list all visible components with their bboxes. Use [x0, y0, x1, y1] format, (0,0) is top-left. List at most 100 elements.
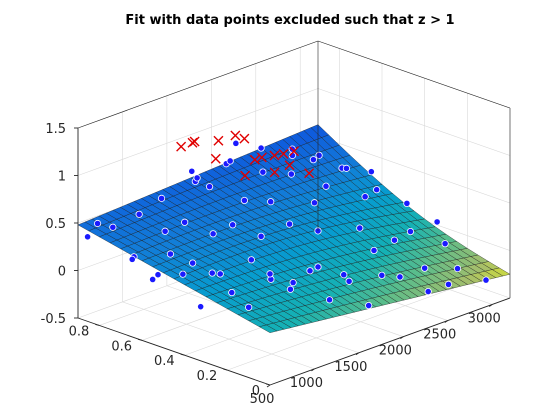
data-point	[356, 224, 364, 232]
data-point	[179, 270, 187, 278]
data-point	[166, 250, 175, 258]
data-point	[189, 259, 197, 267]
data-point	[309, 156, 317, 164]
box-edge	[317, 40, 511, 109]
excluded-point-x	[210, 153, 221, 164]
fit-surface	[77, 124, 511, 333]
data-point	[289, 279, 297, 287]
x-tick	[311, 368, 315, 372]
excluded-point-x	[269, 167, 280, 178]
excluded-point-x	[289, 146, 299, 157]
excluded-point-stroke	[176, 141, 187, 152]
data-point	[266, 270, 274, 278]
excluded-point-x	[269, 150, 280, 161]
data-point	[84, 233, 92, 241]
z-tick-label: 0	[58, 265, 66, 280]
x-tick	[488, 304, 493, 307]
data-point	[93, 219, 102, 228]
excluded-point-x	[304, 168, 315, 179]
excluded-point-stroke	[240, 170, 251, 181]
excluded-point-stroke	[230, 130, 241, 141]
data-point	[216, 270, 224, 278]
y-tick-label: 0	[252, 384, 260, 399]
excluded-point-stroke	[249, 154, 260, 165]
data-point	[421, 264, 429, 272]
x-tick-label: 2500	[423, 328, 456, 343]
data-point	[193, 174, 201, 182]
y-tick-label: 0.4	[154, 354, 175, 369]
data-point	[325, 296, 334, 304]
data-points	[84, 130, 490, 311]
z-tick-label: 1	[58, 170, 66, 185]
grid-line-floor-y	[227, 282, 468, 371]
excluded-point-x	[239, 133, 250, 144]
data-point	[135, 210, 143, 218]
data-point	[181, 218, 189, 226]
y-tick-label: 0.2	[197, 369, 218, 384]
x-tick-label: 1000	[290, 376, 323, 391]
data-point	[390, 236, 399, 244]
data-point	[154, 271, 162, 279]
data-point	[433, 218, 441, 226]
excluded-point-x	[284, 160, 295, 171]
data-point	[340, 271, 348, 279]
x-tick-label: 500	[250, 392, 275, 407]
y-tick	[223, 368, 228, 371]
excluded-point-stroke	[304, 168, 315, 179]
data-point	[370, 246, 378, 255]
excluded-point-x	[240, 170, 251, 181]
data-point	[257, 144, 265, 152]
excluded-point-stroke	[239, 133, 250, 144]
data-point	[365, 301, 373, 310]
data-point	[157, 194, 166, 202]
data-point	[322, 182, 330, 190]
z-tick-label: 1.5	[45, 122, 66, 137]
x-tick	[444, 320, 449, 323]
x-tick-label: 1500	[334, 360, 367, 375]
data-point	[149, 275, 157, 284]
excluded-point-x	[249, 154, 260, 165]
data-point	[247, 256, 255, 264]
data-point	[208, 269, 216, 277]
data-point	[424, 287, 432, 296]
grid-line-sidewall-z	[317, 88, 511, 156]
x-axis-line	[269, 297, 511, 386]
z-tick-label: -0.5	[41, 312, 66, 327]
data-point	[373, 186, 381, 194]
data-point	[396, 273, 404, 281]
data-point	[441, 240, 449, 248]
excluded-point-stroke	[210, 153, 221, 164]
data-point	[226, 157, 234, 165]
data-point	[482, 276, 490, 284]
excluded-point-stroke	[278, 148, 289, 159]
data-point	[310, 199, 319, 207]
data-point	[205, 183, 214, 191]
tick-labels: 500 1000 1500 2000 2500 3000 0 0.2 0.4 0.6 0.8-0.5…	[41, 122, 501, 407]
data-point	[285, 220, 294, 228]
excluded-point-x	[176, 141, 187, 152]
data-point	[259, 168, 267, 176]
data-point	[188, 167, 196, 175]
grid-line-floor-x	[122, 301, 315, 370]
data-point	[209, 230, 217, 238]
excluded-point-x	[278, 148, 289, 159]
excluded-point-x	[187, 137, 198, 148]
data-point	[453, 264, 462, 273]
excluded-point-x	[230, 130, 241, 141]
data-point	[345, 277, 353, 285]
data-point	[367, 168, 375, 176]
x-tick	[355, 352, 360, 356]
data-point	[229, 221, 237, 229]
z-tick-label: 0.5	[45, 217, 66, 232]
surface-patch	[491, 267, 511, 277]
x-tick	[400, 336, 404, 340]
data-point	[232, 139, 240, 147]
excluded-point-x	[256, 152, 267, 163]
excluded-point-stroke	[269, 167, 280, 178]
data-point	[287, 170, 295, 178]
data-point	[228, 288, 236, 297]
excluded-point-stroke	[289, 146, 299, 157]
excluded-point-stroke	[269, 150, 280, 161]
excluded-point-x	[213, 135, 224, 146]
